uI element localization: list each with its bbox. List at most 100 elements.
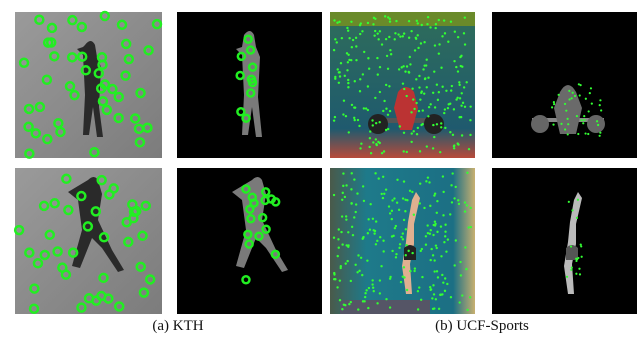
interest-point	[399, 125, 401, 127]
interest-point	[597, 124, 599, 126]
interest-point	[405, 254, 407, 256]
interest-point	[383, 150, 385, 152]
interest-point	[418, 86, 420, 88]
interest-point	[346, 69, 348, 71]
interest-point	[410, 141, 412, 143]
interest-point	[350, 21, 352, 23]
interest-point	[434, 221, 436, 223]
interest-point	[425, 244, 427, 246]
interest-point	[408, 37, 410, 39]
interest-point	[368, 146, 370, 148]
interest-point	[333, 49, 335, 51]
interest-point	[372, 287, 374, 289]
interest-point	[417, 47, 419, 49]
interest-point	[336, 286, 338, 288]
interest-point	[345, 262, 347, 264]
interest-point	[388, 36, 390, 38]
interest-point	[432, 254, 434, 256]
interest-point	[408, 20, 410, 22]
interest-point	[341, 243, 343, 245]
interest-point	[417, 127, 419, 129]
interest-point	[355, 203, 357, 205]
interest-point	[438, 91, 440, 93]
interest-point	[409, 270, 411, 272]
interest-point	[350, 59, 352, 61]
interest-point	[575, 273, 577, 275]
interest-point	[368, 287, 370, 289]
interest-point	[455, 186, 457, 188]
interest-point	[336, 22, 338, 24]
interest-point	[567, 118, 569, 120]
interest-point	[456, 142, 458, 144]
interest-point	[376, 57, 378, 59]
interest-point	[411, 132, 413, 134]
interest-point	[432, 92, 434, 94]
interest-point	[333, 273, 335, 275]
interest-point	[444, 290, 446, 292]
interest-point	[402, 275, 404, 277]
interest-point	[465, 81, 467, 83]
interest-point	[427, 232, 429, 234]
interest-point	[404, 210, 406, 212]
interest-point	[447, 238, 449, 240]
interest-point	[427, 77, 429, 79]
interest-point	[376, 302, 378, 304]
interest-point	[350, 280, 352, 282]
interest-point	[436, 200, 438, 202]
interest-point	[393, 197, 395, 199]
interest-point	[352, 234, 354, 236]
interest-point	[412, 98, 414, 100]
interest-point	[415, 78, 417, 80]
interest-point	[571, 267, 573, 269]
interest-point	[342, 192, 344, 194]
interest-point	[553, 103, 555, 105]
interest-point	[406, 65, 408, 67]
interest-point	[381, 152, 383, 154]
interest-point	[457, 199, 459, 201]
interest-point	[385, 129, 387, 131]
interest-point	[338, 228, 340, 230]
interest-point	[420, 124, 422, 126]
interest-point	[414, 267, 416, 269]
interest-point	[464, 246, 466, 248]
interest-point	[567, 123, 569, 125]
interest-point	[440, 67, 442, 69]
interest-point	[571, 97, 573, 99]
interest-point	[398, 209, 400, 211]
interest-point	[371, 279, 373, 281]
interest-point	[451, 201, 453, 203]
interest-point	[581, 119, 583, 121]
interest-point	[590, 87, 592, 89]
interest-point	[403, 88, 405, 90]
interest-point	[453, 197, 455, 199]
interest-point	[353, 216, 355, 218]
interest-point	[581, 256, 583, 258]
interest-point	[336, 41, 338, 43]
interest-point	[362, 185, 364, 187]
caption-b: (b) UCF-Sports	[435, 318, 529, 334]
interest-point	[570, 245, 572, 247]
interest-point	[362, 73, 364, 75]
interest-point	[387, 114, 389, 116]
interest-point	[396, 179, 398, 181]
interest-point	[420, 42, 422, 44]
interest-point	[459, 56, 461, 58]
interest-point	[375, 143, 377, 145]
interest-point	[432, 147, 434, 149]
interest-point	[460, 274, 462, 276]
interest-point	[574, 95, 576, 97]
interest-point	[379, 236, 381, 238]
interest-point	[353, 178, 355, 180]
interest-point	[447, 41, 449, 43]
interest-point	[395, 256, 397, 258]
interest-point	[576, 115, 578, 117]
interest-point	[442, 191, 444, 193]
interest-point	[367, 57, 369, 59]
interest-point	[376, 32, 378, 34]
interest-point	[389, 110, 391, 112]
interest-point	[385, 84, 387, 86]
interest-point	[433, 259, 435, 261]
interest-point	[427, 176, 429, 178]
interest-point	[575, 260, 577, 262]
interest-point	[411, 87, 413, 89]
